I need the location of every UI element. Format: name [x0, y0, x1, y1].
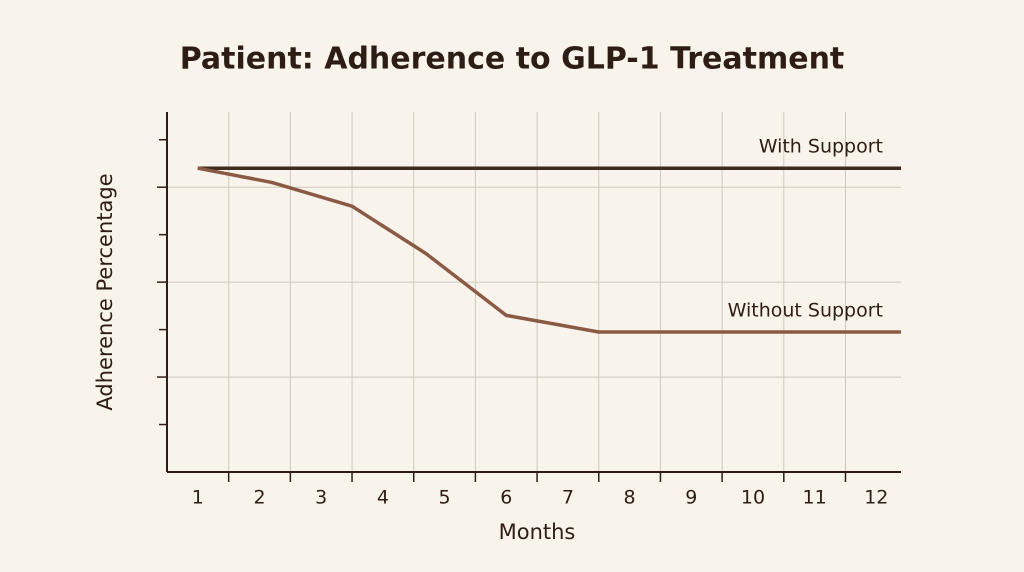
x-tick-label: 3	[315, 487, 327, 509]
x-tick-label: 4	[377, 487, 389, 509]
chart-title: Patient: Adherence to GLP-1 Treatment	[180, 42, 845, 77]
x-tick-label: 6	[500, 487, 512, 509]
x-axis-label: Months	[499, 520, 576, 544]
x-tick-label: 12	[864, 487, 888, 509]
x-tick-label: 5	[439, 487, 451, 509]
x-tick-label: 9	[685, 487, 697, 509]
x-tick-label: 1	[192, 487, 204, 509]
y-axis-label: Adherence Percentage	[93, 173, 117, 410]
legend-label: With Support	[759, 136, 883, 158]
x-tick-label: 10	[741, 487, 765, 509]
x-tick-label: 2	[253, 487, 265, 509]
x-tick-label: 7	[562, 487, 574, 509]
x-tick-label: 11	[803, 487, 827, 509]
legend-label: Without Support	[728, 299, 883, 321]
x-tick-label: 8	[624, 487, 636, 509]
line	[197, 166, 901, 334]
